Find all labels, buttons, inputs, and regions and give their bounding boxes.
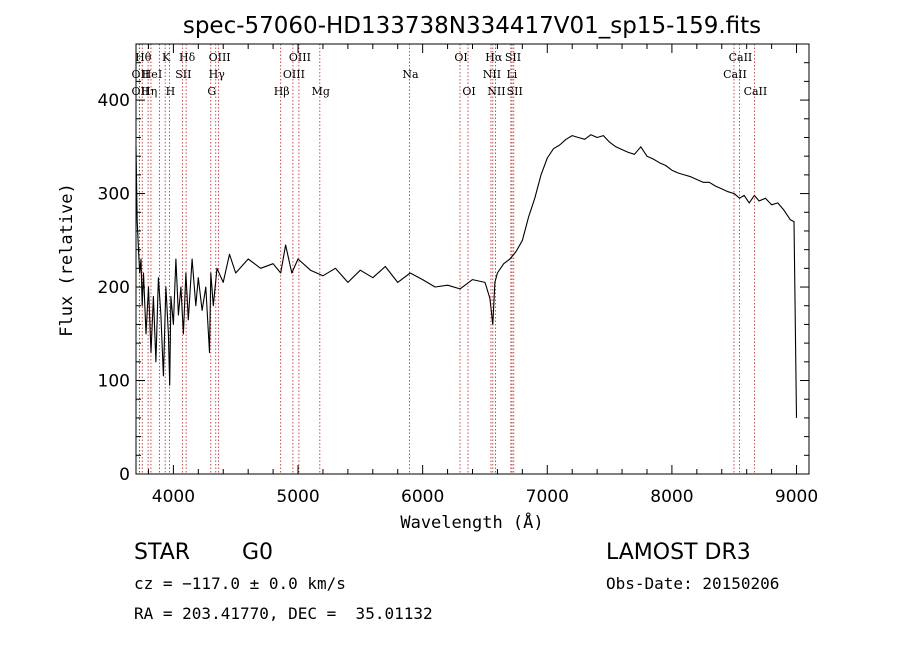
spectrum-line — [135, 134, 798, 418]
line-marker-label: OIII — [209, 51, 231, 64]
line-marker-label: Hβ — [274, 85, 290, 98]
line-marker-label: SII — [505, 51, 521, 64]
line-marker-label: Hδ — [179, 51, 196, 64]
chart-title: spec-57060-HD133738N334417V01_sp15-159.f… — [183, 13, 761, 39]
plot-frame — [135, 43, 810, 475]
y-tick-label: 300 — [98, 185, 130, 205]
object-class: STAR — [134, 540, 191, 565]
x-tick-label: 4000 — [152, 487, 195, 507]
line-marker-label: Hα — [485, 51, 503, 64]
line-marker-label: G — [207, 85, 216, 98]
observation-date: Obs-Date: 20150206 — [606, 574, 780, 593]
line-marker-label: HeI — [142, 68, 162, 81]
object-subclass: G0 — [242, 540, 274, 565]
line-marker-label: OI — [462, 85, 475, 98]
line-marker-label: OIII — [289, 51, 311, 64]
y-tick-label: 100 — [98, 372, 130, 392]
x-tick-label: 9000 — [775, 487, 818, 507]
line-marker-label: CaII — [723, 68, 747, 81]
line-marker-label: OI — [454, 51, 467, 64]
line-marker-label: Li — [506, 68, 517, 81]
line-marker-label: Hη — [141, 85, 157, 98]
line-marker-label: OIII — [283, 68, 305, 81]
line-marker-label: SII — [175, 68, 191, 81]
line-marker-label: NII — [487, 85, 505, 98]
line-markers: OIIOIIHθHηHeIKHSIIHδGHγOIIIHβOIIIOIIIMgN… — [132, 44, 768, 474]
coordinates: RA = 203.41770, DEC = 35.01132 — [134, 604, 433, 623]
line-marker-label: CaII — [729, 51, 753, 64]
line-marker-label: CaII — [744, 85, 768, 98]
y-tick-label: 0 — [119, 465, 130, 485]
y-tick-label: 200 — [98, 278, 130, 298]
line-marker-label: K — [162, 51, 171, 64]
line-marker-label: Hγ — [209, 68, 226, 81]
x-tick-label: 6000 — [401, 487, 444, 507]
x-tick-label: 8000 — [650, 487, 693, 507]
y-axis-label: Flux (relative) — [57, 183, 77, 337]
x-tick-label: 5000 — [276, 487, 319, 507]
line-marker-label: Mg — [312, 85, 330, 98]
line-marker-label: Na — [402, 68, 419, 81]
x-axis-label: Wavelength (Å) — [400, 511, 543, 533]
redshift-cz: cz = −117.0 ± 0.0 km/s — [134, 574, 346, 593]
spectrum-series — [135, 134, 798, 418]
line-marker-label: Hθ — [135, 51, 152, 64]
line-marker-label: SII — [507, 85, 523, 98]
x-tick-label: 7000 — [526, 487, 569, 507]
y-tick-label: 400 — [98, 91, 130, 111]
line-marker-label: NII — [483, 68, 501, 81]
survey-name: LAMOST DR3 — [606, 540, 751, 565]
line-marker-label: H — [166, 85, 176, 98]
axis-ticks: 4000 5000 6000 7000 8000 9000 0 100 200 300 400 — [98, 44, 818, 507]
